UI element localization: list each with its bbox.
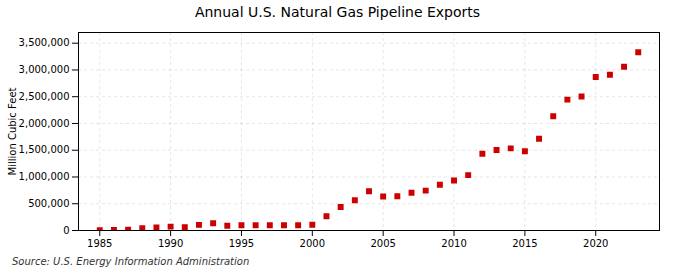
svg-text:2000: 2000 — [300, 238, 325, 249]
svg-text:3,000,000: 3,000,000 — [19, 64, 70, 75]
html-text:Source: U.S. Energy Informatio: Source: U.S. Energy Information Administ… — [12, 256, 250, 267]
svg-text:500,000: 500,000 — [28, 198, 69, 209]
svg-text:1990: 1990 — [158, 238, 183, 249]
svg-text:Million Cubic Feet: Million Cubic Feet — [7, 87, 18, 175]
svg-text:0: 0 — [63, 225, 69, 236]
svg-text:2010: 2010 — [441, 238, 466, 249]
svg-text:2,500,000: 2,500,000 — [19, 91, 70, 102]
svg-text:2,000,000: 2,000,000 — [19, 118, 70, 129]
svg-text:2015: 2015 — [512, 238, 537, 249]
svg-text:1995: 1995 — [229, 238, 254, 249]
svg-text:2020: 2020 — [583, 238, 608, 249]
svg-text:3,500,000: 3,500,000 — [19, 37, 70, 48]
html-text:Annual U.S. Natural Gas Pipeli: Annual U.S. Natural Gas Pipeline Exports — [194, 4, 481, 20]
svg-text:1,500,000: 1,500,000 — [19, 144, 70, 155]
svg-text:1985: 1985 — [87, 238, 112, 249]
svg-text:1,000,000: 1,000,000 — [19, 171, 70, 182]
svg-text:2005: 2005 — [370, 238, 395, 249]
